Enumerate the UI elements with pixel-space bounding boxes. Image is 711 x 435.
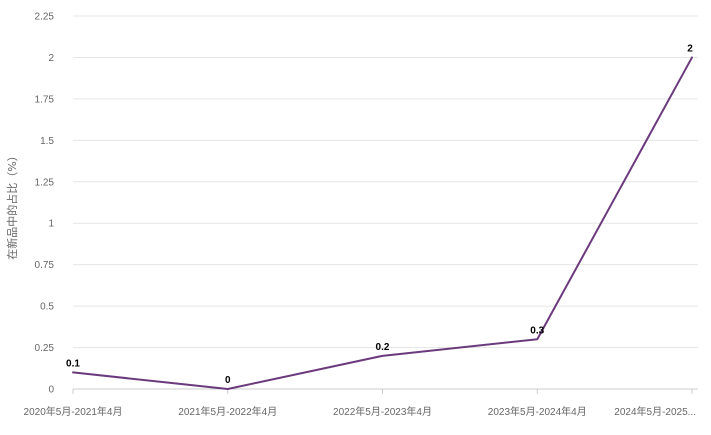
y-tick-label: 2 xyxy=(48,53,54,64)
y-tick-label: 0.25 xyxy=(35,343,55,354)
y-axis-label: 在新品中的占比（%） xyxy=(5,150,19,259)
x-tick-label: 2024年5月-2025... xyxy=(614,405,696,418)
data-label: 0.2 xyxy=(376,342,390,353)
data-label: 0 xyxy=(225,375,231,386)
y-axis-ticks: 0 0.25 0.5 0.75 1 1.25 1.5 1.75 2 2.25 xyxy=(35,12,55,396)
x-tick-label: 2022年5月-2023年4月 xyxy=(333,405,432,418)
y-tick-label: 0.5 xyxy=(40,302,54,313)
x-tick-label: 2023年5月-2024年4月 xyxy=(488,405,587,418)
data-label: 2 xyxy=(687,43,693,54)
data-labels: 0.1 0 0.2 0.3 2 xyxy=(66,43,693,386)
data-label: 0.3 xyxy=(530,325,544,336)
y-tick-label: 2.25 xyxy=(35,12,55,23)
gridlines xyxy=(73,15,698,390)
y-tick-label: 0.75 xyxy=(35,260,55,271)
y-tick-label: 1.25 xyxy=(35,177,55,188)
x-tick-label: 2021年5月-2022年4月 xyxy=(178,405,277,418)
y-tick-label: 1 xyxy=(48,219,54,230)
y-tick-label: 0 xyxy=(48,385,54,396)
y-tick-label: 1.75 xyxy=(35,94,55,105)
x-tick-label: 2020年5月-2021年4月 xyxy=(24,405,123,418)
y-tick-label: 1.5 xyxy=(40,136,54,147)
x-axis-ticks: 2020年5月-2021年4月 2021年5月-2022年4月 2022年5月-20… xyxy=(24,389,696,418)
data-label: 0.1 xyxy=(66,358,80,369)
series xyxy=(72,56,693,390)
